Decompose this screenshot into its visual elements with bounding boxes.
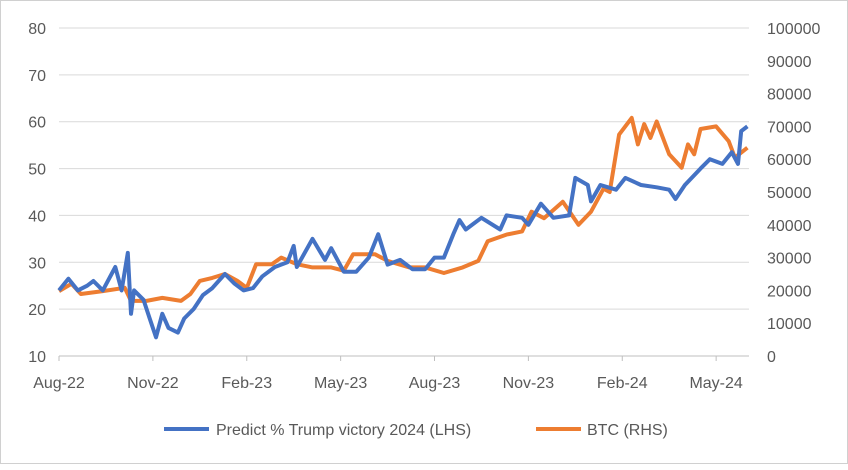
- y-left-tick-label: 20: [28, 302, 46, 319]
- y-right-tick-label: 60000: [767, 152, 812, 169]
- y-right-tick-label: 80000: [767, 87, 812, 104]
- x-tick-label: Nov-23: [503, 375, 555, 392]
- y-right-tick-label: 70000: [767, 119, 812, 136]
- x-tick-label: Feb-23: [221, 375, 272, 392]
- y-left-tick-label: 80: [28, 21, 46, 38]
- y-right-tick-label: 50000: [767, 185, 812, 202]
- x-tick-label: Feb-24: [597, 375, 648, 392]
- y-right-tick-label: 40000: [767, 218, 812, 235]
- y-right-tick-label: 90000: [767, 54, 812, 71]
- legend: Predict % Trump victory 2024 (LHS) BTC (…: [164, 422, 668, 439]
- y-left-tick-label: 30: [28, 255, 46, 272]
- y-right-tick-label: 20000: [767, 283, 812, 300]
- legend-label-trump: Predict % Trump victory 2024 (LHS): [216, 422, 471, 439]
- y-left-tick-label: 50: [28, 162, 46, 179]
- series-line-btc: [57, 115, 749, 303]
- x-tick-label: Aug-23: [409, 375, 461, 392]
- y-left-tick-label: 70: [28, 68, 46, 85]
- x-tick-label: May-23: [314, 375, 367, 392]
- y-left-tick-label: 10: [28, 349, 46, 366]
- y-left-tick-label: 40: [28, 208, 46, 225]
- x-tick-label: Nov-22: [127, 375, 179, 392]
- y-right-tick-label: 10000: [767, 316, 812, 333]
- x-tick-label: Aug-22: [33, 375, 85, 392]
- y-right-tick-label: 30000: [767, 251, 812, 268]
- y-left-tick-label: 60: [28, 115, 46, 132]
- series-line-trump: [57, 124, 749, 340]
- legend-label-btc: BTC (RHS): [587, 422, 668, 439]
- y-right-tick-label: 0: [767, 349, 776, 366]
- x-tick-label: May-24: [689, 375, 742, 392]
- y-right-tick-label: 100000: [767, 21, 820, 38]
